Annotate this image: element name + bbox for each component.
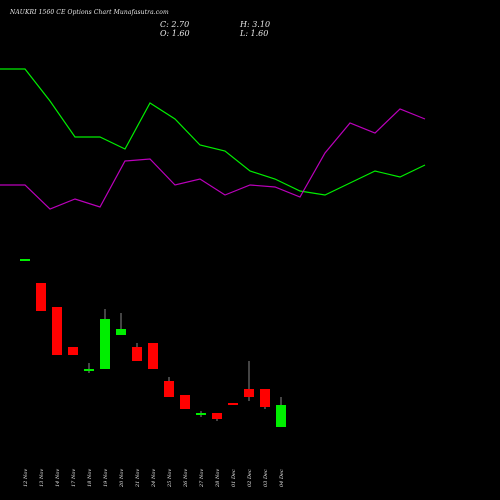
candlesticks [20,259,286,427]
candle-27-nov [196,411,206,417]
candle-13-nov [36,283,46,311]
candle-body [228,403,238,405]
x-tick-label: 28 Nov [215,469,221,488]
x-tick-label: 17 Nov [71,469,77,487]
candle-03-dec [260,389,270,409]
close-value: C: 2.70 [160,20,190,29]
x-tick-label: 26 Nov [183,469,189,488]
x-tick-label: 20 Nov [119,469,125,488]
x-tick-label: 21 Nov [135,469,141,488]
candle-26-nov [180,395,190,409]
chart-title: NAUKRI 1560 CE Options Chart Munafasutra… [10,9,169,16]
candle-14-nov [52,307,62,355]
candle-20-nov [116,313,126,335]
candle-body [84,369,94,371]
purple-line [0,108,426,210]
candle-04-dec [276,397,286,427]
x-tick-label: 14 Nov [55,469,61,487]
candle-19-nov [100,309,110,369]
candle-body [164,381,174,397]
high-value: H: 3.10 [240,20,271,29]
candle-body [68,347,78,355]
candle-body [180,395,190,409]
candle-24-nov [148,343,158,369]
x-tick-label: 25 Nov [167,469,173,488]
candle-body [132,347,142,361]
candle-body [20,259,30,261]
x-tick-label: 24 Nov [151,469,157,488]
candle-body [100,319,110,369]
x-tick-label: 02 Dec [247,469,253,487]
candle-body [116,329,126,335]
green-line [0,68,426,196]
x-tick-label: 19 Nov [103,469,109,487]
candle-body [244,389,254,397]
date-axis-labels: 12 Nov 13 Nov 14 Nov 17 Nov 18 Nov 19 Nov 20 N… [23,469,285,488]
candle-body [260,389,270,407]
candle-body [276,405,286,427]
candle-18-nov [84,363,94,373]
x-tick-label: 01 Dec [231,469,237,487]
candle-body [148,343,158,369]
x-tick-label: 18 Nov [87,469,93,487]
candle-body [196,413,206,415]
candle-12-nov [20,259,30,261]
x-tick-label: 12 Nov [23,469,29,487]
candle-25-nov [164,377,174,397]
x-tick-label: 13 Nov [39,469,45,487]
candle-17-nov [68,347,78,355]
open-value: O: 1.60 [160,29,190,38]
low-value: L: 1.60 [240,29,269,38]
candle-body [52,307,62,355]
indicator-lines [0,68,426,210]
x-tick-label: 03 Dec [263,469,269,487]
candle-28-nov [212,413,222,421]
x-tick-label: 27 Nov [199,469,205,488]
candle-02-dec [244,361,254,401]
candle-body [36,283,46,311]
candle-body [212,413,222,419]
candle-01-dec [228,403,238,405]
candle-21-nov [132,343,142,361]
x-tick-label: 04 Dec [279,469,285,487]
